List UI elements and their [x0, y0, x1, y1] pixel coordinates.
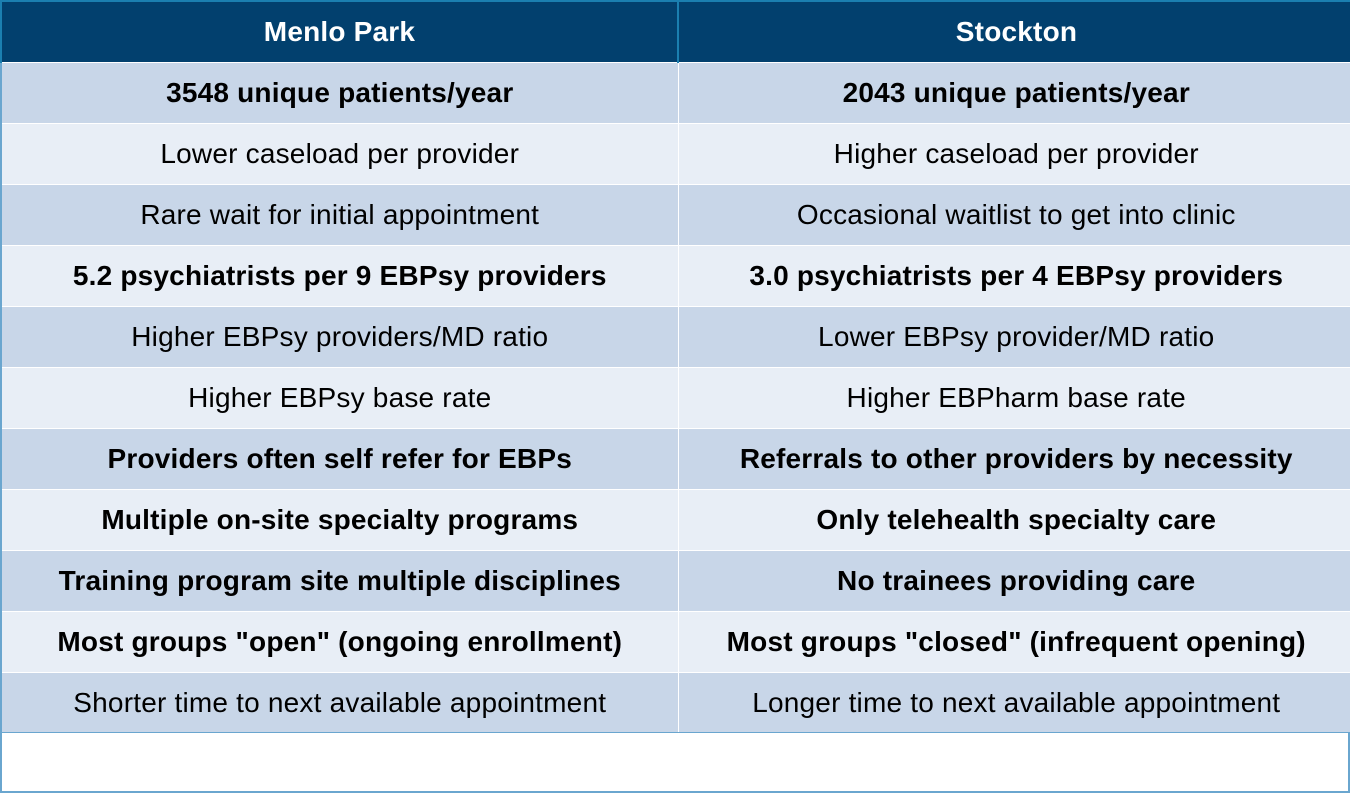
- menlo-park-cell: Providers often self refer for EBPs: [0, 428, 679, 490]
- stockton-cell: Occasional waitlist to get into clinic: [677, 184, 1350, 246]
- menlo-park-cell: 3548 unique patients/year: [0, 62, 679, 124]
- menlo-park-cell: Rare wait for initial appointment: [0, 184, 679, 246]
- stockton-cell: 3.0 psychiatrists per 4 EBPsy providers: [677, 245, 1350, 307]
- menlo-park-cell: Shorter time to next available appointme…: [0, 672, 679, 734]
- menlo-park-cell: Lower caseload per provider: [0, 123, 679, 185]
- table-row: Most groups "open" (ongoing enrollment) …: [0, 611, 1350, 673]
- column-header-menlo-park: Menlo Park: [0, 0, 679, 63]
- menlo-park-cell: 5.2 psychiatrists per 9 EBPsy providers: [0, 245, 679, 307]
- stockton-cell: Lower EBPsy provider/MD ratio: [677, 306, 1350, 368]
- table-row: Shorter time to next available appointme…: [0, 672, 1350, 734]
- stockton-cell: No trainees providing care: [677, 550, 1350, 612]
- empty-footer-row: [0, 732, 1350, 793]
- stockton-cell: Longer time to next available appointmen…: [677, 672, 1350, 734]
- table-row: Training program site multiple disciplin…: [0, 550, 1350, 612]
- comparison-table: Menlo Park Stockton 3548 unique patients…: [0, 0, 1350, 734]
- menlo-park-cell: Most groups "open" (ongoing enrollment): [0, 611, 679, 673]
- table-row: 3548 unique patients/year 2043 unique pa…: [0, 62, 1350, 124]
- stockton-cell: 2043 unique patients/year: [677, 62, 1350, 124]
- menlo-park-cell: Higher EBPsy base rate: [0, 367, 679, 429]
- menlo-park-cell: Higher EBPsy providers/MD ratio: [0, 306, 679, 368]
- stockton-cell: Referrals to other providers by necessit…: [677, 428, 1350, 490]
- table-row: Higher EBPsy providers/MD ratio Lower EB…: [0, 306, 1350, 368]
- stockton-cell: Higher caseload per provider: [677, 123, 1350, 185]
- table-row: Rare wait for initial appointment Occasi…: [0, 184, 1350, 246]
- column-header-stockton: Stockton: [677, 0, 1350, 63]
- header-row: Menlo Park Stockton: [0, 0, 1350, 63]
- menlo-park-cell: Training program site multiple disciplin…: [0, 550, 679, 612]
- stockton-cell: Higher EBPharm base rate: [677, 367, 1350, 429]
- table-row: 5.2 psychiatrists per 9 EBPsy providers …: [0, 245, 1350, 307]
- table-row: Multiple on-site specialty programs Only…: [0, 489, 1350, 551]
- table-row: Lower caseload per provider Higher casel…: [0, 123, 1350, 185]
- stockton-cell: Most groups "closed" (infrequent opening…: [677, 611, 1350, 673]
- menlo-park-cell: Multiple on-site specialty programs: [0, 489, 679, 551]
- table-row: Higher EBPsy base rate Higher EBPharm ba…: [0, 367, 1350, 429]
- table-row: Providers often self refer for EBPs Refe…: [0, 428, 1350, 490]
- stockton-cell: Only telehealth specialty care: [677, 489, 1350, 551]
